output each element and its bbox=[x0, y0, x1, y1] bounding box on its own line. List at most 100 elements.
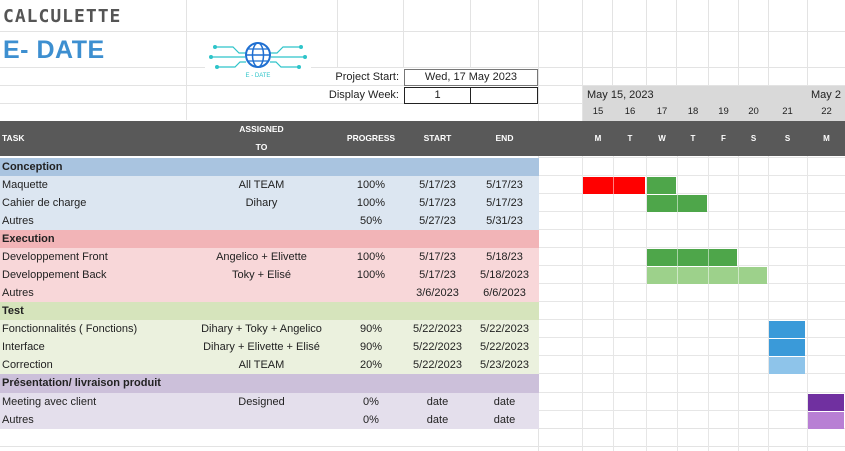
phase-task-cell[interactable]: Test bbox=[2, 305, 24, 317]
task-row[interactable]: Autres 50% 5/27/23 5/31/23 bbox=[0, 212, 539, 230]
task-task-cell[interactable]: Autres bbox=[2, 287, 34, 299]
task-assigned-cell[interactable]: All TEAM bbox=[238, 179, 285, 191]
gantt-bar bbox=[647, 177, 676, 194]
task-progress-cell[interactable]: 50% bbox=[359, 215, 383, 227]
task-progress-cell[interactable]: 100% bbox=[356, 269, 386, 281]
task-row[interactable]: Autres 3/6/2023 6/6/2023 bbox=[0, 284, 539, 302]
weekday-label: M bbox=[823, 134, 830, 143]
task-task-cell[interactable]: Interface bbox=[2, 341, 45, 353]
task-start-cell[interactable]: date bbox=[426, 414, 449, 426]
task-assigned-cell[interactable] bbox=[186, 284, 337, 302]
task-row[interactable]: Fonctionnalités ( Fonctions) Dihary + Tok… bbox=[0, 320, 539, 338]
task-task-cell[interactable]: Autres bbox=[2, 215, 34, 227]
header-end: END bbox=[495, 133, 514, 143]
task-start-cell[interactable]: 5/22/2023 bbox=[413, 323, 462, 335]
task-assigned-cell[interactable] bbox=[186, 212, 337, 230]
gantt-bar bbox=[583, 177, 645, 194]
task-assigned-cell[interactable]: Dihary bbox=[245, 197, 278, 209]
phase-task-cell[interactable]: Execution bbox=[2, 233, 55, 245]
gantt-bar-divider bbox=[677, 267, 678, 284]
task-task-cell[interactable]: Correction bbox=[2, 359, 53, 371]
phase-row[interactable]: Test bbox=[0, 302, 539, 320]
display-week-label: Display Week: bbox=[328, 89, 399, 101]
day-number: 15 bbox=[592, 106, 604, 117]
task-row[interactable]: Maquette All TEAM 100% 5/17/23 5/17/23 bbox=[0, 176, 539, 194]
task-task-cell[interactable]: Cahier de charge bbox=[2, 197, 87, 209]
task-task-cell[interactable]: Autres bbox=[2, 414, 34, 426]
task-start-cell[interactable]: 5/27/23 bbox=[419, 215, 456, 227]
phase-row[interactable]: Execution bbox=[0, 230, 539, 248]
gantt-bar-divider bbox=[677, 249, 678, 266]
column-header-bar bbox=[0, 121, 845, 156]
task-end-cell[interactable]: date bbox=[493, 414, 516, 426]
task-task-cell[interactable]: Developpement Front bbox=[2, 251, 108, 263]
task-end-cell[interactable]: date bbox=[493, 396, 516, 408]
task-start-cell[interactable]: 5/17/23 bbox=[419, 179, 456, 191]
task-start-cell[interactable]: 5/17/23 bbox=[419, 197, 456, 209]
day-number: 18 bbox=[687, 106, 699, 117]
task-row[interactable]: Interface Dihary + Elivette + Elisé 90% 5/2… bbox=[0, 338, 539, 356]
task-start-cell[interactable]: date bbox=[426, 396, 449, 408]
task-row[interactable]: Meeting avec client Designed 0% date date bbox=[0, 393, 539, 411]
task-assigned-cell[interactable]: Designed bbox=[238, 396, 285, 408]
gantt-bar-divider bbox=[677, 195, 678, 212]
task-row[interactable]: Developpement Back Toky + Elisé 100% 5/17/2… bbox=[0, 266, 539, 284]
task-progress-cell[interactable]: 90% bbox=[359, 323, 383, 335]
phase-task-cell[interactable]: Présentation/ livraison produit bbox=[2, 377, 161, 389]
task-progress-cell[interactable]: 0% bbox=[363, 396, 379, 408]
header-assigned-to: TO bbox=[255, 142, 268, 152]
task-start-cell[interactable]: 3/6/2023 bbox=[416, 287, 459, 299]
task-row[interactable]: Autres 0% date date bbox=[0, 411, 539, 429]
day-number: 17 bbox=[656, 106, 668, 117]
task-end-cell[interactable]: 5/22/2023 bbox=[480, 323, 529, 335]
task-end-cell[interactable]: 5/23/2023 bbox=[480, 359, 529, 371]
gantt-bar bbox=[769, 357, 805, 374]
day-number: 19 bbox=[718, 106, 729, 117]
empty-cell[interactable] bbox=[471, 87, 538, 104]
task-row[interactable]: Developpement Front Angelico + Elivette 10… bbox=[0, 248, 539, 266]
task-assigned-cell[interactable] bbox=[186, 411, 337, 429]
task-progress-cell[interactable] bbox=[339, 284, 403, 302]
gantt-bar bbox=[808, 394, 844, 411]
task-progress-cell[interactable]: 100% bbox=[356, 197, 386, 209]
gantt-bar-divider bbox=[738, 267, 739, 284]
task-row[interactable]: Correction All TEAM 20% 5/22/2023 5/23/2023 bbox=[0, 356, 539, 374]
phase-task-cell[interactable]: Conception bbox=[2, 161, 63, 173]
task-progress-cell[interactable]: 100% bbox=[356, 179, 386, 191]
task-progress-cell[interactable]: 20% bbox=[359, 359, 383, 371]
task-task-cell[interactable]: Fonctionnalités ( Fonctions) bbox=[2, 323, 138, 335]
gantt-bar bbox=[647, 249, 737, 266]
task-assigned-cell[interactable]: Toky + Elisé bbox=[232, 269, 291, 281]
task-task-cell[interactable]: Developpement Back bbox=[2, 269, 107, 281]
task-start-cell[interactable]: 5/17/23 bbox=[419, 251, 456, 263]
task-progress-cell[interactable]: 0% bbox=[363, 414, 379, 426]
task-progress-cell[interactable]: 100% bbox=[356, 251, 386, 263]
task-end-cell[interactable]: 5/17/23 bbox=[486, 179, 523, 191]
display-week-input[interactable]: 1 bbox=[404, 87, 471, 104]
task-start-cell[interactable]: 5/22/2023 bbox=[413, 341, 462, 353]
day-number: 22 bbox=[821, 106, 832, 117]
task-progress-cell[interactable]: 90% bbox=[359, 341, 383, 353]
task-end-cell[interactable]: 5/18/23 bbox=[486, 251, 523, 263]
phase-row[interactable]: Présentation/ livraison produit bbox=[0, 374, 539, 393]
task-end-cell[interactable]: 5/17/23 bbox=[486, 197, 523, 209]
task-start-cell[interactable]: 5/17/23 bbox=[419, 269, 456, 281]
task-end-cell[interactable]: 5/22/2023 bbox=[480, 341, 529, 353]
task-start-cell[interactable]: 5/22/2023 bbox=[413, 359, 462, 371]
task-assigned-cell[interactable]: Angelico + Elivette bbox=[216, 251, 307, 263]
day-number: 16 bbox=[624, 106, 636, 117]
task-assigned-cell[interactable]: All TEAM bbox=[238, 359, 285, 371]
gantt-bar bbox=[808, 412, 844, 429]
task-task-cell[interactable]: Maquette bbox=[2, 179, 48, 191]
day-number: 21 bbox=[782, 106, 793, 117]
task-end-cell[interactable]: 6/6/2023 bbox=[483, 287, 526, 299]
task-end-cell[interactable]: 5/18/2023 bbox=[480, 269, 529, 281]
task-row[interactable]: Cahier de charge Dihary 100% 5/17/23 5/17/23 bbox=[0, 194, 539, 212]
task-end-cell[interactable]: 5/31/23 bbox=[486, 215, 523, 227]
task-assigned-cell[interactable]: Dihary + Toky + Angelico bbox=[201, 323, 322, 335]
project-start-input[interactable]: Wed, 17 May 2023 bbox=[404, 69, 538, 86]
task-task-cell[interactable]: Meeting avec client bbox=[2, 396, 97, 408]
task-assigned-cell[interactable]: Dihary + Elivette + Elisé bbox=[203, 341, 320, 353]
phase-row[interactable]: Conception bbox=[0, 158, 539, 176]
weekday-label: T bbox=[690, 134, 696, 143]
